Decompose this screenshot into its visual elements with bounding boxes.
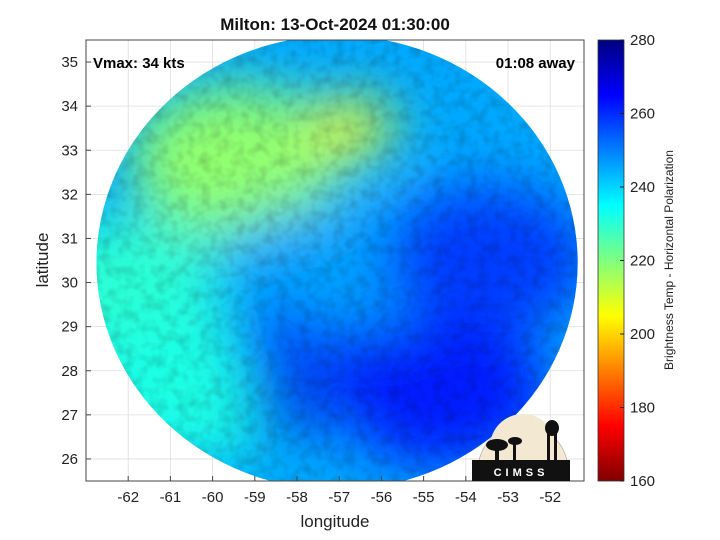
x-tick-label: -57 <box>328 489 350 506</box>
colorbar-tick-label: 240 <box>630 179 655 196</box>
plot-frame <box>85 39 585 482</box>
y-tick-label: 33 <box>61 142 78 159</box>
x-tick-label: -58 <box>286 489 308 506</box>
time-away-annotation: 01:08 away <box>496 55 576 72</box>
y-tick-label: 34 <box>61 98 78 115</box>
y-tick-label: 29 <box>61 319 78 336</box>
colorbar-tick-label: 180 <box>630 400 655 417</box>
x-tick-label: -52 <box>539 489 561 506</box>
colorbar-tick-label: 220 <box>630 253 655 270</box>
colorbar-ticks: 160 180 200 220 240 260 280 <box>620 32 655 490</box>
x-axis-ticks: -62 -61 -60 -59 -58 -57 -56 -55 -54 -53 -52 <box>117 476 561 506</box>
x-axis-label: longitude <box>300 512 369 531</box>
plot-area: -62 -61 -60 -59 -58 -57 -56 -55 -54 -53 -52 26 27 28… <box>61 39 585 506</box>
colorbar: 160 180 200 220 240 260 280 Brightness Temp - … <box>597 32 676 490</box>
logo-text: CIMSS <box>494 467 549 479</box>
y-axis-ticks: 26 27 28 29 30 31 32 33 34 35 <box>61 54 91 468</box>
cimss-logo-icon: CIMSS <box>472 414 570 481</box>
y-tick-label: 26 <box>61 451 78 468</box>
vmax-annotation: Vmax: 34 kts <box>93 55 185 72</box>
y-tick-label: 32 <box>61 186 78 203</box>
colorbar-tick-label: 280 <box>630 32 655 49</box>
colorbar-label: Brightness Temp - Horizontal Polarizatio… <box>662 150 676 370</box>
y-tick-label: 28 <box>61 363 78 380</box>
x-tick-label: -61 <box>160 489 182 506</box>
x-tick-label: -59 <box>244 489 266 506</box>
chart-title: Milton: 13-Oct-2024 01:30:00 <box>220 15 450 34</box>
x-tick-label: -62 <box>117 489 139 506</box>
x-tick-label: -54 <box>455 489 477 506</box>
y-tick-label: 27 <box>61 407 78 424</box>
y-tick-label: 31 <box>61 230 78 247</box>
x-tick-label: -55 <box>413 489 435 506</box>
x-tick-label: -60 <box>202 489 224 506</box>
swath-texture <box>96 40 578 481</box>
y-tick-label: 30 <box>61 275 78 292</box>
x-tick-label: -53 <box>497 489 519 506</box>
x-tick-label: -56 <box>371 489 393 506</box>
y-tick-label: 35 <box>61 54 78 71</box>
colorbar-tick-label: 260 <box>630 106 655 123</box>
y-axis-label: latitude <box>33 233 52 288</box>
colorbar-tick-label: 200 <box>630 326 655 343</box>
swath-heatmap <box>96 40 578 481</box>
colorbar-tick-label: 160 <box>630 473 655 490</box>
colorbar-scale <box>597 39 625 482</box>
